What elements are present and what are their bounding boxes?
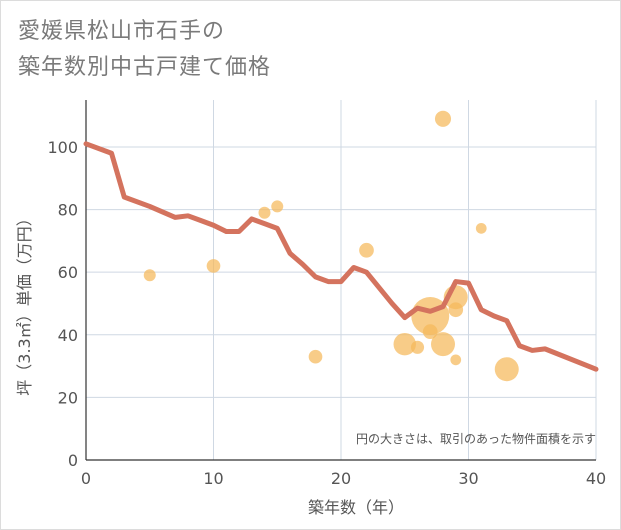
bubble-point-14 [450, 354, 462, 366]
y-tick-label-0: 0 [68, 451, 78, 470]
bubble-series [143, 110, 519, 382]
bubble-point-2 [258, 206, 271, 219]
bubble-point-7 [410, 340, 425, 354]
tick-labels: 0 20 40 60 80 100 0 10 20 30 40 [47, 138, 606, 488]
axes [85, 100, 596, 461]
bubble-point-9 [422, 324, 438, 340]
y-tick-label-40: 40 [58, 326, 78, 345]
y-tick-label-80: 80 [58, 201, 78, 220]
chart-title: 愛媛県松山市石手の 築年数別中古戸建て価格 [18, 14, 271, 86]
x-tick-label-20: 20 [331, 469, 351, 488]
bubble-point-10 [434, 110, 452, 127]
x-axis-label: 築年数（年） [308, 498, 404, 517]
bubble-size-note: 円の大きさは、取引のあった物件面積を示す [356, 431, 596, 446]
x-tick-label-0: 0 [81, 469, 91, 488]
x-tick-label-10: 10 [203, 469, 223, 488]
bubble-point-11 [431, 332, 455, 357]
bubble-point-4 [308, 349, 323, 364]
x-tick-label-30: 30 [458, 469, 478, 488]
bubble-point-0 [143, 269, 156, 282]
y-tick-label-100: 100 [47, 138, 78, 157]
x-tick-label-40: 40 [586, 469, 606, 488]
y-tick-label-20: 20 [58, 388, 78, 407]
chart-title-line-1: 愛媛県松山市石手の [18, 19, 226, 44]
bubble-point-3 [271, 200, 284, 213]
average-price-line [83, 141, 599, 372]
average-line-series [83, 141, 599, 372]
bubble-point-15 [475, 222, 487, 234]
y-tick-label-60: 60 [58, 263, 78, 282]
bubble-point-6 [393, 332, 416, 356]
y-axis-label: 坪（3.3㎡）単価（万円） [15, 210, 34, 395]
bubble-point-13 [448, 302, 464, 318]
bubble-point-5 [359, 242, 374, 258]
bubble-point-16 [494, 357, 519, 382]
chart-title-line-2: 築年数別中古戸建て価格 [18, 55, 272, 80]
bubble-point-1 [206, 259, 221, 273]
